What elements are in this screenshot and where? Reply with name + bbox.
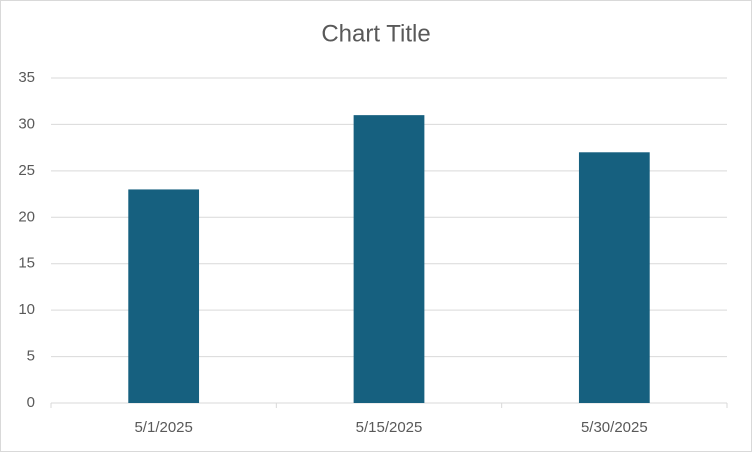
bar bbox=[353, 115, 425, 404]
y-tick-label: 0 bbox=[27, 394, 35, 411]
y-tick-label: 15 bbox=[18, 255, 35, 272]
y-tick-label: 5 bbox=[27, 348, 35, 365]
x-tick-label: 5/1/2025 bbox=[134, 419, 192, 436]
bar bbox=[578, 152, 650, 403]
y-tick-label: 20 bbox=[18, 208, 35, 225]
x-tick-label: 5/15/2025 bbox=[356, 419, 423, 436]
y-tick-label: 30 bbox=[18, 115, 35, 132]
bar bbox=[128, 189, 200, 403]
y-tick-label: 25 bbox=[18, 162, 35, 179]
x-tick-label: 5/30/2025 bbox=[581, 419, 648, 436]
y-tick-label: 10 bbox=[18, 301, 35, 318]
chart-title: Chart Title bbox=[321, 20, 430, 47]
y-tick-label: 35 bbox=[18, 69, 35, 86]
